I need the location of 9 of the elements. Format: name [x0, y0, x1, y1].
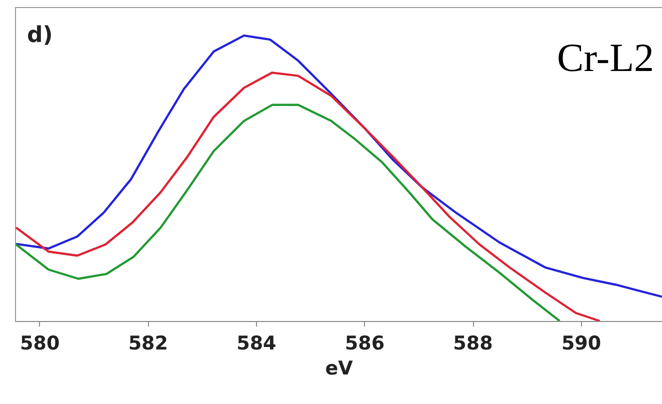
x-tick-label: 588 [453, 332, 493, 354]
x-tick-label: 580 [20, 332, 60, 354]
chart-title: d) [27, 23, 53, 48]
x-axis-title: eV [325, 358, 354, 380]
annotation: Cr-L2 [557, 35, 654, 80]
x-tick-label: 582 [128, 332, 168, 354]
x-tick-label: 584 [236, 332, 276, 354]
x-tick-label: 586 [344, 332, 385, 354]
x-tick-label: 590 [561, 332, 602, 354]
